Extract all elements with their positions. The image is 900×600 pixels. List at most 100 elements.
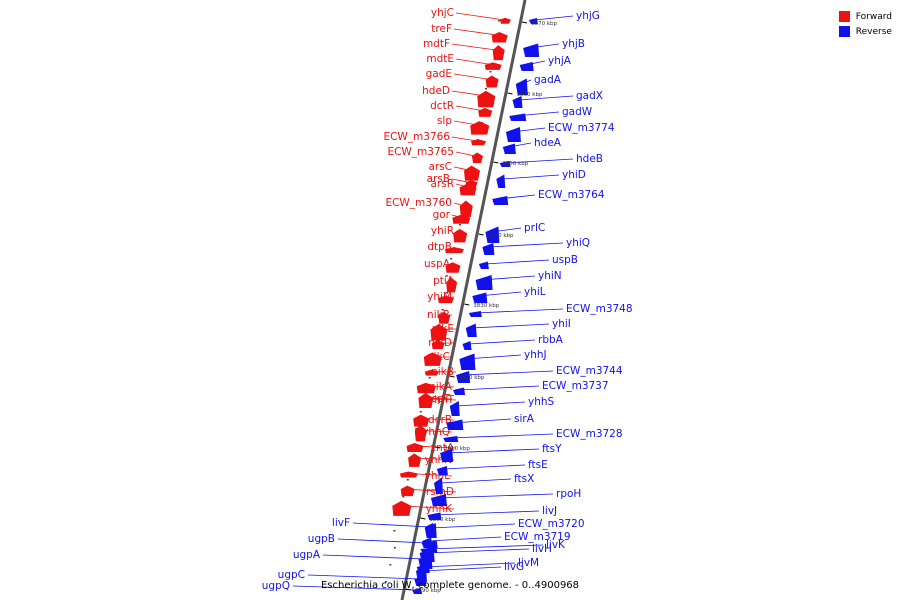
axis-marker	[393, 530, 396, 532]
kbp-tick-mark	[434, 446, 441, 449]
kbp-tick-label: 3870 kbp	[531, 21, 557, 27]
reverse-gene-label: ECW_m3728	[556, 428, 623, 440]
reverse-gene-leader	[337, 538, 428, 544]
forward-gene-arrow	[408, 453, 422, 467]
reverse-gene-arrow	[478, 261, 489, 269]
reverse-gene-leader	[446, 448, 540, 454]
reverse-gene-label: gadW	[562, 106, 593, 118]
reverse-gene-leader	[426, 544, 544, 550]
forward-gene-label: gor	[433, 209, 451, 221]
axis-marker	[446, 292, 449, 294]
forward-gene-arrow	[422, 396, 434, 405]
reverse-gene-label: sirA	[514, 413, 535, 425]
reverse-gene-arrow	[509, 113, 527, 121]
axis-marker	[459, 224, 462, 226]
forward-gene-label: hdeD	[422, 85, 450, 97]
axis-marker	[419, 411, 422, 413]
kbp-tick-mark	[449, 375, 455, 378]
forward-gene-label: slp	[437, 115, 452, 127]
reverse-gene-label: ugpC	[278, 569, 305, 581]
forward-gene-label: yhhT	[428, 394, 455, 406]
forward-gene-label: ECW_m3760	[385, 197, 452, 209]
reverse-gene-label: ECW_m3737	[542, 380, 609, 392]
reverse-gene-label: ftsX	[514, 473, 534, 485]
reverse-gene-leader	[462, 370, 554, 376]
forward-gene-label: yhjC	[431, 7, 454, 19]
reverse-gene-arrow	[502, 143, 516, 154]
reverse-gene-arrow	[475, 275, 493, 290]
reverse-gene-label: gadA	[534, 74, 562, 86]
reverse-gene-label: gadX	[576, 90, 603, 102]
kbp-tick-label: 3800 kbp	[429, 517, 455, 523]
reverse-gene-arrow	[427, 512, 442, 520]
forward-gene-arrow	[472, 152, 484, 163]
forward-gene-leader	[406, 488, 457, 493]
kbp-tick-label: 3810 kbp	[444, 446, 470, 452]
axis-marker	[484, 88, 487, 90]
forward-gene-arrow	[413, 414, 430, 427]
reverse-gene-leader	[455, 401, 526, 407]
forward-gene-arrow	[444, 247, 464, 254]
legend-forward-label: Forward	[855, 11, 892, 22]
reverse-gene-arrow	[459, 353, 476, 370]
reverse-gene-arrow	[421, 540, 438, 548]
reverse-gene-leader	[474, 308, 564, 314]
reverse-gene-label: uspB	[552, 254, 578, 266]
reverse-gene-arrow	[418, 554, 433, 569]
kbp-tick-label: 3840 kbp	[488, 233, 514, 239]
forward-gene-arrow	[424, 369, 439, 376]
kbp-tick-mark	[464, 303, 470, 306]
genome-axis	[400, 0, 527, 600]
kbp-tick-label: 3830 kbp	[473, 303, 499, 309]
forward-gene-label: gadE	[426, 68, 452, 80]
reverse-gene-arrow	[523, 43, 540, 57]
forward-gene-leader	[451, 178, 470, 183]
forward-gene-arrow	[399, 471, 418, 478]
forward-gene-arrow	[452, 214, 471, 224]
forward-gene-label: dctR	[430, 100, 454, 112]
reverse-gene-label: hdeB	[576, 153, 603, 165]
forward-gene-arrow	[478, 107, 493, 117]
forward-gene-arrow	[438, 311, 451, 324]
kbp-tick-label: 3860 kbp	[517, 92, 543, 98]
reverse-gene-leader	[484, 259, 550, 265]
kbp-tick-label: 3850 kbp	[502, 161, 528, 167]
forward-gene-leader	[453, 28, 500, 36]
forward-gene-label: ECW_m3765	[387, 146, 454, 158]
forward-gene-arrow	[423, 352, 442, 366]
reverse-gene-arrow	[472, 292, 488, 303]
reverse-gene-label: yhiD	[562, 169, 586, 181]
kbp-tick-label: 3820 kbp	[459, 375, 485, 381]
reverse-gene-label: rpoH	[556, 488, 581, 500]
reverse-gene-arrow	[492, 196, 509, 205]
reverse-gene-label: livM	[518, 557, 539, 569]
reverse-gene-leader	[422, 562, 516, 568]
legend-forward: Forward	[838, 9, 892, 24]
kbp-tick-mark	[507, 92, 513, 95]
forward-gene-label: uspA	[424, 258, 451, 270]
forward-gene-arrow	[437, 295, 454, 304]
reverse-gene-leader	[421, 566, 502, 572]
reverse-gene-arrow	[528, 18, 538, 24]
axis-marker	[428, 377, 431, 379]
reverse-gene-label: livK	[546, 539, 566, 551]
reverse-gene-label: ECW_m3764	[538, 189, 605, 201]
reverse-gene-leader	[449, 433, 554, 439]
kbp-tick-mark	[493, 161, 499, 164]
reverse-gene-leader	[292, 585, 419, 591]
reverse-gene-arrow	[414, 575, 427, 586]
forward-gene-leader	[455, 151, 476, 157]
forward-gene-arrow	[430, 323, 448, 341]
reverse-gene-leader	[433, 510, 540, 516]
reverse-gene-arrow	[482, 243, 495, 255]
forward-gene-arrow	[491, 31, 508, 43]
reverse-gene-label: prlC	[524, 222, 545, 234]
forward-gene-arrow	[471, 139, 487, 146]
axis-marker	[402, 496, 405, 498]
forward-gene-label: yhiR	[431, 225, 454, 237]
forward-gene-label: arsC	[428, 161, 452, 173]
reverse-gene-label: livH	[532, 543, 552, 555]
forward-gene-label: mdtE	[426, 53, 454, 65]
forward-gene-arrow	[431, 340, 445, 350]
forward-gene-label: ECW_m3766	[383, 131, 450, 143]
